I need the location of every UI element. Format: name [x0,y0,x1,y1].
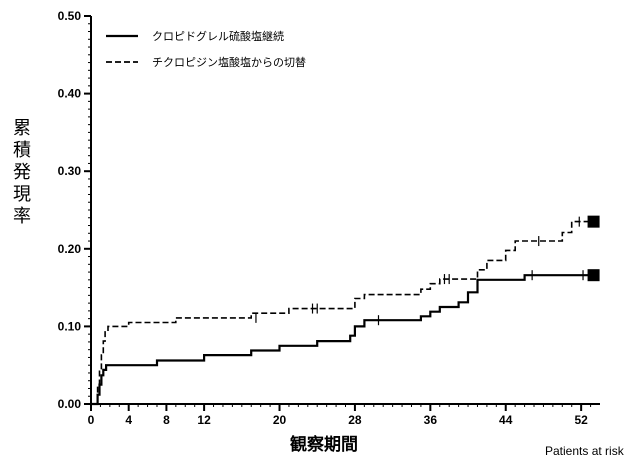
y-tick-label: 0.40 [58,87,82,101]
y-axis-label-char: 率 [13,206,31,227]
patients-at-risk-label: Patients at risk [545,444,624,458]
x-tick-label: 12 [197,413,211,427]
y-axis-label-char: 現 [13,184,31,205]
x-tick-label: 36 [424,413,438,427]
plot-area: 0.00 0.10 0.20 0.30 0.40 0.50 0 4 8 12 20 28 36 44 52 ク… [58,9,600,427]
x-tick-label: 4 [125,413,132,427]
series-line-2 [91,220,591,405]
legend-entry-1: クロピドグレル硫酸塩継続 [152,29,284,43]
x-tick-label: 44 [499,413,513,427]
y-axis-label: 累積発現率 [8,118,36,228]
x-tick-label: 52 [574,413,588,427]
series-end-marker [587,269,600,282]
y-axis-label-char: 積 [13,140,31,161]
y-tick-label: 0.00 [58,397,82,411]
y-axis-label-char: 発 [13,162,31,183]
y-axis-label-char: 累 [13,118,31,139]
series-end-marker [587,215,600,228]
x-tick-label: 8 [163,413,170,427]
y-tick-label: 0.10 [58,319,82,333]
y-tick-label: 0.30 [58,164,82,178]
y-tick-label: 0.20 [58,242,82,256]
x-axis-label: 観察期間 [290,435,358,455]
legend-entry-2: チクロピジン塩酸塩からの切替 [152,55,306,69]
x-tick-label: 0 [88,413,95,427]
y-tick-label: 0.50 [58,9,82,23]
series-line-1 [91,274,591,406]
x-tick-label: 28 [348,413,362,427]
x-tick-label: 20 [273,413,287,427]
